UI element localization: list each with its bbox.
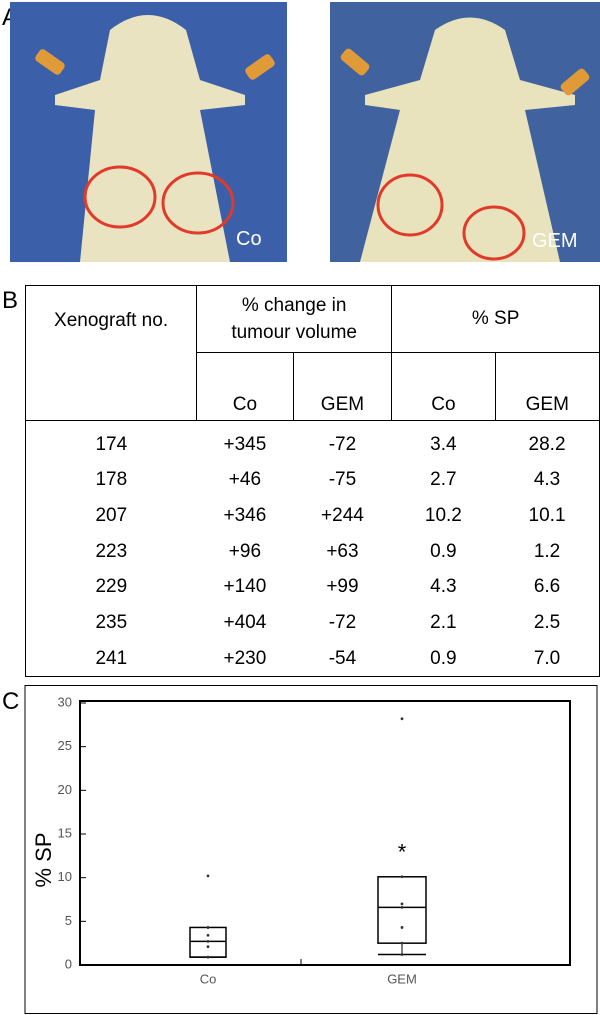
table-cell: 178 (95, 469, 128, 491)
table-cell: 174 (95, 433, 128, 455)
table-row: 241 +230 -54 0.9 7.0 (26, 641, 600, 677)
table-cell: +346 (223, 505, 267, 527)
photo: Co (10, 2, 287, 262)
table-cell: 2.7 (430, 469, 457, 491)
y-tick-label: 25 (58, 738, 72, 753)
y-tick-label: 5 (65, 913, 72, 928)
table-cell: 2.5 (533, 612, 561, 634)
table-cell: +96 (228, 540, 262, 562)
panel-label: C (2, 688, 20, 715)
table-row: Co GEM Co GEM (26, 352, 600, 421)
point (206, 933, 210, 937)
table-cell: 235 (95, 612, 128, 634)
table-cell: 0.9 (430, 540, 457, 562)
x-tick-label: Co (200, 971, 217, 986)
table-cell: Co (196, 352, 294, 421)
table-cell: Co (391, 352, 496, 421)
point (400, 902, 404, 906)
point (206, 945, 210, 949)
table-cell: +345 (223, 433, 267, 455)
table-cell: +99 (326, 576, 359, 598)
table-cell: 10.2 (424, 505, 462, 527)
point (400, 941, 404, 945)
table-cell: +230 (223, 647, 267, 669)
table-cell: 3.4 (430, 433, 457, 455)
table-cell: -72 (328, 433, 357, 455)
point (400, 953, 404, 956)
photos: Co GEM (10, 2, 600, 262)
point (206, 940, 210, 943)
point (206, 926, 210, 929)
table-cell: 1.2 (533, 540, 561, 562)
y-tick-label: 0 (65, 956, 72, 971)
table-cell: 207 (95, 505, 128, 527)
chart: % SP 0 5 10 15 20 25 30 Co GEM * (24, 685, 598, 1014)
table-row: 223 +96 +63 0.9 1.2 (26, 534, 600, 570)
table-cell: -72 (328, 612, 357, 634)
point (400, 926, 404, 929)
table-cell: 10.1 (528, 505, 566, 527)
table-cell: 223 (95, 540, 128, 562)
table-cell: GEM (494, 352, 600, 421)
point (206, 955, 210, 959)
photo-label: GEM (532, 230, 578, 252)
table-cell: -54 (328, 647, 357, 669)
table-cell: 0.9 (430, 647, 457, 669)
table-cell: % SP (391, 285, 600, 353)
x-tick-label: GEM (387, 971, 417, 986)
y-axis-label: % SP (31, 832, 56, 887)
table-row: 235 +404 -72 2.1 2.5 (26, 605, 600, 641)
table-cell: 2.1 (430, 612, 457, 634)
frame (24, 685, 598, 1014)
table-cell: 28.2 (528, 433, 566, 455)
table-cell: 4.3 (430, 576, 457, 598)
table-cell: +63 (326, 540, 359, 562)
table-cell: 229 (95, 576, 128, 598)
plot-area (79, 700, 571, 966)
table-cell: 7.0 (533, 647, 561, 669)
table-cell: GEM (292, 352, 393, 421)
y-tick-label: 30 (58, 694, 72, 709)
table-cell: % change in tumour volume (196, 285, 393, 353)
annotation: * (398, 840, 407, 865)
point (400, 717, 404, 721)
box (377, 876, 427, 944)
table-cell: 6.6 (533, 576, 561, 598)
point (400, 875, 404, 879)
table-row: 174 +345 -72 3.4 28.2 (26, 421, 600, 463)
table-row: 178 +46 -75 2.7 4.3 (26, 463, 600, 499)
panel-label: B (2, 287, 19, 314)
photo-label: Co (236, 228, 262, 250)
y-tick-label: 15 (58, 825, 72, 840)
y-tick-label: 10 (58, 869, 72, 884)
table-row: 207 +346 +244 10.2 10.1 (26, 498, 600, 534)
table: Xenograft no.% change in tumour volume% … (24, 285, 600, 678)
table-cell: +46 (228, 469, 262, 491)
table-cell: -75 (328, 469, 357, 491)
table-cell: 4.3 (533, 469, 561, 491)
point (400, 905, 404, 909)
point (206, 874, 210, 878)
table-cell: 241 (95, 647, 128, 669)
photo: GEM (330, 2, 600, 262)
y-tick-label: 20 (58, 782, 72, 797)
table-cell: +404 (223, 612, 267, 634)
table-row: Xenograft no.% change in tumour volume% … (24, 285, 600, 421)
table-row: 229 +140 +99 4.3 6.6 (26, 570, 600, 606)
table-cell: Xenograft no. (24, 285, 198, 421)
table-cell: +140 (223, 576, 267, 598)
table-cell: +244 (321, 505, 364, 527)
